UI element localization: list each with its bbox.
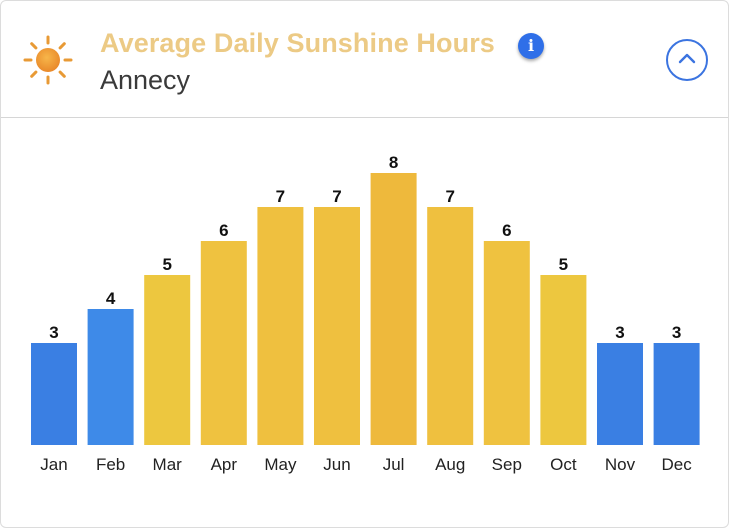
data-label-jan: 3 [49, 323, 58, 342]
bar-aug [427, 207, 474, 445]
x-tick-label-nov: Nov [605, 455, 636, 474]
x-tick-label-dec: Dec [661, 455, 692, 474]
x-tick-label-aug: Aug [435, 455, 465, 474]
info-icon[interactable]: i [518, 33, 544, 59]
x-tick-label-mar: Mar [153, 455, 183, 474]
bar-jun [314, 207, 360, 445]
bar-jul [370, 173, 417, 445]
bar-nov [597, 343, 643, 445]
card-header: Average Daily Sunshine Hours Annecy i [1, 1, 728, 118]
bar-oct [540, 275, 587, 445]
data-label-feb: 4 [106, 289, 116, 308]
x-tick-label-apr: Apr [211, 455, 238, 474]
data-label-nov: 3 [615, 323, 624, 342]
x-tick-label-oct: Oct [550, 455, 577, 474]
bar-feb [87, 309, 134, 445]
location-name: Annecy [100, 65, 191, 95]
data-label-oct: 5 [559, 255, 568, 274]
bar-jan [31, 343, 77, 445]
data-label-may: 7 [276, 187, 285, 206]
data-label-dec: 3 [672, 323, 681, 342]
chart-title: Average Daily Sunshine Hours [100, 28, 495, 58]
x-tick-label-sep: Sep [492, 455, 522, 474]
x-tick-label-jul: Jul [383, 455, 405, 474]
bar-apr [200, 241, 247, 445]
bar-mar [144, 275, 191, 445]
data-label-jul: 8 [389, 153, 398, 172]
bar-may [257, 207, 304, 445]
bar-chart: 3 Jan 4 Feb 5 Mar 6 Apr 7 May 7 Jun 8 Jul 7 Aug 6 Sep 5 Oct… [31, 153, 700, 474]
collapse-button[interactable] [666, 39, 708, 81]
bar-dec [653, 343, 700, 445]
x-tick-label-may: May [264, 455, 297, 474]
sun-icon [23, 35, 73, 85]
chevron-up-icon [678, 53, 696, 64]
data-label-mar: 5 [162, 255, 171, 274]
x-tick-label-feb: Feb [96, 455, 125, 474]
data-label-sep: 6 [502, 221, 511, 240]
bar-sep [483, 241, 530, 445]
data-label-jun: 7 [332, 187, 341, 206]
x-tick-label-jan: Jan [40, 455, 67, 474]
data-label-apr: 6 [219, 221, 228, 240]
x-tick-label-jun: Jun [323, 455, 350, 474]
data-label-aug: 7 [445, 187, 454, 206]
